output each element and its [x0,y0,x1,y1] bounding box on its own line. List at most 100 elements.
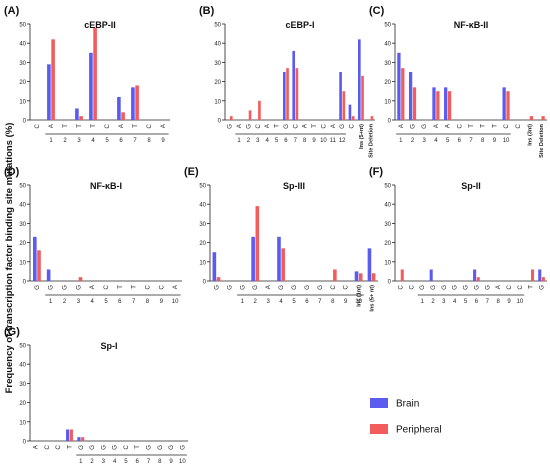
bar-brain [408,72,413,120]
y-tick-label: 10 [199,260,206,266]
position-label: 5 [104,299,108,305]
position-label: 2 [90,459,94,465]
position-label: 7 [133,138,137,144]
panel-e: (E) Sp-III 0 10 20 30 40 50 G G G G A G G G G C C Ins (1nt)… [184,166,378,312]
position-label: 7 [294,138,298,144]
category-label: T [274,124,281,128]
panel-title: cEBP-II [84,20,116,30]
category-label: A [302,123,309,128]
category-label: G [304,285,311,290]
bar-peripheral [79,116,83,120]
category-label: A [433,123,440,128]
panel-title: cEBP-I [285,20,314,30]
category-label: C [349,124,356,129]
bar-brain [292,50,296,120]
bar-brain [432,87,436,120]
y-tick-label: 50 [384,23,391,29]
y-tick-label: 0 [388,280,392,286]
legend-label-peripheral: Peripheral [396,425,442,436]
y-tick-label: 50 [19,344,26,350]
category-label: A [264,123,271,128]
category-label: G [421,124,428,129]
category-label: C [515,124,522,129]
category-label: G [239,285,246,290]
bar-peripheral [51,39,55,120]
position-label: 10 [355,299,362,305]
y-tick-label: 20 [19,241,26,247]
panel-d: (D) NF-κB-I 0 10 20 30 40 50 G G G G A C T T C C A 1 2 3 4 5 6 7 8… [4,166,182,305]
y-tick-label: 40 [214,42,221,48]
bar-brain [502,87,506,120]
category-label: C [330,285,337,290]
y-tick-label: 20 [19,401,26,407]
bar-brain [283,72,286,120]
legend-label-brain: Brain [396,399,419,410]
category-label: A [33,444,40,449]
position-label: 6 [305,299,309,305]
position-label: 5 [464,299,468,305]
legend-swatch-brain [370,398,388,408]
position-label: 6 [136,459,140,465]
category-label: C [456,124,463,129]
bar-peripheral [371,273,376,281]
y-tick-label: 0 [23,280,27,286]
category-label: G [100,445,107,450]
position-label: 2 [431,299,435,305]
category-label: G [213,285,220,290]
category-label: G [245,124,252,129]
position-label: 6 [284,138,288,144]
category-label: G [179,445,186,450]
category-label: C [506,285,513,290]
category-label: A [172,284,179,289]
y-tick-label: 0 [388,119,392,125]
position-label: 7 [318,299,322,305]
figure-ylabel: Frequency of transcription factor bindin… [4,123,15,394]
position-label: 3 [102,459,106,465]
category-label: G [484,285,491,290]
position-label: 8 [146,299,150,305]
category-label: T [117,285,124,289]
category-label: Site Deletion [539,123,545,157]
y-tick-label: 40 [19,203,26,209]
position-label: 8 [147,138,151,144]
category-label: C [408,285,415,290]
position-label: 2 [63,138,67,144]
y-tick-label: 20 [199,241,206,247]
category-label: A [89,284,96,289]
position-label: 8 [481,138,485,144]
position-label: 10 [172,299,179,305]
category-label: T [62,124,69,128]
bar-peripheral [255,206,260,281]
bar-peripheral [351,116,355,120]
y-tick-label: 30 [19,61,26,67]
legend: Brain Peripheral [370,398,442,436]
category-label: G [62,285,69,290]
bar-brain [117,96,121,120]
position-label: 1 [241,299,245,305]
category-label: G [539,285,546,290]
bar-peripheral [135,85,139,120]
panel-letter: (A) [4,5,20,17]
category-label: Ins (5+ nt) [370,285,376,312]
position-label: 9 [493,138,497,144]
category-label: T [67,445,74,449]
bar-peripheral [531,269,535,281]
legend-swatch-peripheral [370,424,388,434]
y-tick-label: 40 [19,42,26,48]
position-label: 3 [266,299,270,305]
panel-letter: (E) [184,166,199,178]
bar-brain [77,437,81,441]
category-label: C [503,124,510,129]
bar-peripheral [216,277,221,281]
y-tick-label: 30 [19,222,26,228]
category-label: A [445,123,452,128]
category-label: G [452,285,459,290]
bar-peripheral [121,112,125,120]
category-label: Site Deletion [368,123,374,157]
bar-peripheral [81,437,85,441]
bar-brain [251,236,255,281]
position-label: 9 [312,138,316,144]
y-tick-label: 50 [214,23,221,29]
bar-peripheral [370,116,374,120]
category-label: C [44,445,51,450]
